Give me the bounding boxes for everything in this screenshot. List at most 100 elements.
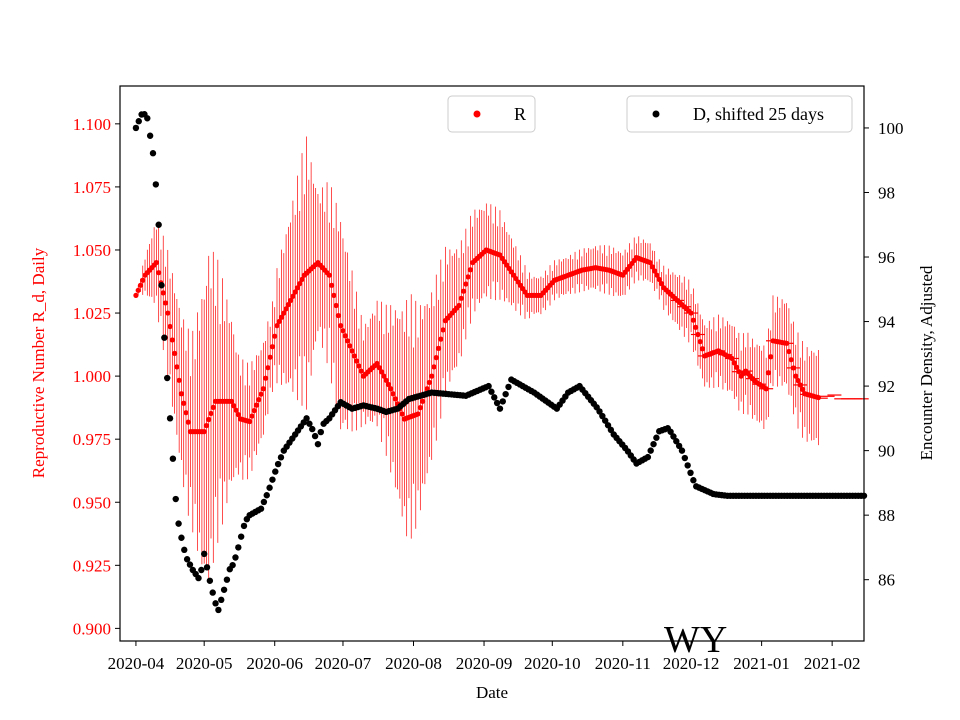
r-point [285, 302, 291, 308]
r-point [172, 350, 178, 357]
d-point [144, 115, 151, 122]
r-point [276, 318, 282, 325]
r-point [379, 369, 385, 375]
d-point [169, 455, 177, 462]
d-point [667, 428, 674, 435]
d-point [491, 394, 498, 401]
x-tick-label: 2020-10 [524, 654, 581, 673]
d-series [132, 111, 868, 614]
r-point [183, 410, 189, 416]
r-point [272, 333, 278, 339]
r-point [788, 357, 794, 363]
d-point [303, 415, 310, 422]
legend-d-label: D, shifted 25 days [693, 104, 824, 124]
r-point [385, 381, 392, 388]
r-point [356, 363, 362, 369]
x-axis-label: Date [476, 683, 508, 702]
legend-r: R [447, 95, 536, 133]
x-tick-label: 2021-02 [804, 654, 861, 673]
left-tick-label: 1.075 [73, 178, 111, 197]
right-tick-label: 98 [878, 183, 895, 202]
r-point [376, 365, 382, 371]
x-tick-label: 2020-05 [176, 654, 233, 673]
left-tick-label: 0.975 [73, 430, 111, 449]
x-tick-label: 2021-01 [733, 654, 790, 673]
r-point [235, 411, 241, 418]
plot-frame [119, 85, 865, 642]
d-point [195, 574, 202, 582]
d-point [240, 522, 248, 530]
r-point [654, 272, 660, 278]
d-point [499, 398, 507, 405]
r-point [424, 386, 430, 392]
r-point [333, 302, 339, 309]
d-point [277, 454, 285, 461]
d-point [317, 428, 324, 436]
r-point [354, 358, 360, 364]
right-tick-label: 94 [878, 313, 896, 332]
r-point [176, 377, 182, 383]
d-point [164, 374, 171, 382]
x-tick-label: 2020-06 [246, 654, 303, 673]
d-point [607, 426, 615, 434]
d-point [653, 434, 660, 441]
d-point [215, 606, 222, 614]
r-point [435, 345, 442, 351]
d-point [675, 442, 683, 450]
r-point [465, 274, 471, 280]
r-point [160, 290, 166, 296]
left-tick-label: 1.000 [73, 367, 111, 386]
r-point [458, 295, 464, 301]
r-point [693, 324, 699, 330]
r-point [417, 405, 423, 411]
r-point [438, 336, 444, 342]
r-point [335, 312, 342, 319]
r-point [328, 282, 335, 288]
d-point [218, 596, 225, 604]
d-point [166, 415, 174, 422]
r-point [153, 259, 160, 266]
r-point [415, 411, 421, 417]
r-point [433, 355, 439, 361]
r-point [388, 386, 394, 392]
r-point [203, 422, 210, 429]
d-point [183, 556, 191, 563]
r-point [263, 375, 269, 381]
r-series [133, 247, 822, 435]
legend-d: D, shifted 25 days [626, 95, 853, 133]
x-tick-label: 2020-07 [315, 654, 372, 673]
d-point [206, 577, 214, 584]
r-point [765, 370, 772, 376]
d-point [146, 132, 154, 139]
r-point [467, 267, 473, 273]
legend-d-marker [652, 110, 660, 118]
d-point [311, 432, 319, 440]
d-point [673, 438, 680, 445]
r-point [267, 354, 273, 360]
r-point [185, 419, 191, 425]
r-point [228, 398, 235, 404]
d-point [604, 422, 612, 429]
r-point [456, 302, 462, 309]
r-point [156, 270, 162, 276]
r-point [208, 410, 214, 417]
d-point [209, 589, 216, 596]
d-point [644, 453, 652, 461]
d-point [149, 150, 157, 157]
d-point [263, 492, 270, 499]
r-point [299, 276, 305, 283]
r-point [429, 373, 435, 379]
left-tick-label: 1.025 [73, 304, 111, 323]
r-point [763, 386, 769, 392]
r-point [135, 287, 141, 293]
right-tick-label: 100 [878, 119, 904, 138]
r-point [340, 328, 346, 334]
right-y-axis: 86 88 90 92 94 96 98 100 [864, 119, 904, 590]
r-point [649, 264, 656, 270]
d-point [485, 382, 492, 390]
d-point [601, 417, 609, 424]
r-point [358, 368, 364, 374]
legend-d-box [626, 95, 853, 133]
r-point [784, 340, 790, 346]
